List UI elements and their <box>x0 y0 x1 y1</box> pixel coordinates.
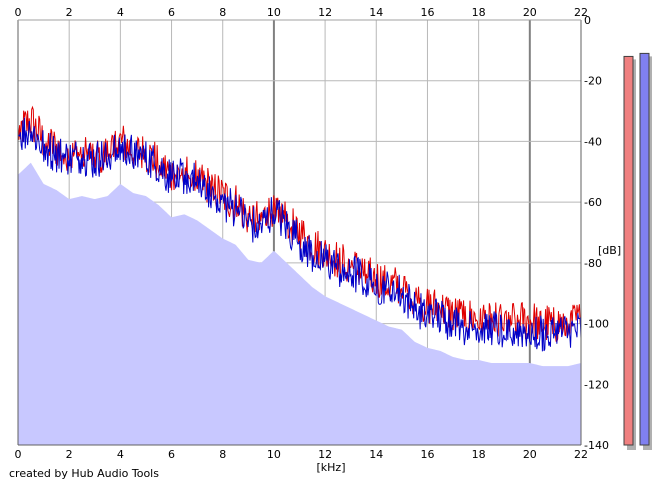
x-tick-label-top: 18 <box>472 6 486 19</box>
x-tick-label-bottom: 4 <box>117 448 124 461</box>
x-tick-label-top: 12 <box>318 6 332 19</box>
y-tick-label: -120 <box>584 378 609 391</box>
y-tick-label: -20 <box>584 75 602 88</box>
x-tick-label-bottom: 8 <box>219 448 226 461</box>
x-tick-label-top: 2 <box>66 6 73 19</box>
y-axis-label: [dB] <box>598 244 621 257</box>
x-tick-label-bottom: 22 <box>574 448 588 461</box>
x-tick-label-bottom: 12 <box>318 448 332 461</box>
x-tick-label-bottom: 0 <box>15 448 22 461</box>
y-tick-label: -140 <box>584 439 609 452</box>
y-tick-label: -60 <box>584 196 602 209</box>
x-tick-label-bottom: 20 <box>523 448 537 461</box>
x-tick-label-top: 8 <box>219 6 226 19</box>
spectrum-fill <box>18 162 581 446</box>
x-tick-label-bottom: 10 <box>267 448 281 461</box>
level-meter-1 <box>623 55 634 446</box>
x-tick-label-bottom: 16 <box>420 448 434 461</box>
x-tick-label-top: 16 <box>420 6 434 19</box>
x-tick-label-top: 20 <box>523 6 537 19</box>
x-tick-label-top: 22 <box>574 6 588 19</box>
x-tick-label-top: 6 <box>168 6 175 19</box>
x-tick-label-bottom: 2 <box>66 448 73 461</box>
series-2-line <box>17 117 582 352</box>
y-tick-label: -40 <box>584 135 602 148</box>
x-tick-label-top: 10 <box>267 6 281 19</box>
y-tick-label: -100 <box>584 318 609 331</box>
x-tick-label-bottom: 14 <box>369 448 383 461</box>
x-tick-label-top: 0 <box>15 6 22 19</box>
credit-text: created by Hub Audio Tools <box>9 467 159 480</box>
x-tick-label-top: 4 <box>117 6 124 19</box>
x-axis-label: [kHz] <box>317 461 346 474</box>
x-tick-label-bottom: 18 <box>472 448 486 461</box>
x-tick-label-top: 14 <box>369 6 383 19</box>
level-meter-2 <box>639 52 650 446</box>
y-tick-label: -80 <box>584 257 602 270</box>
x-tick-label-bottom: 6 <box>168 448 175 461</box>
y-tick-label: 0 <box>584 14 591 27</box>
